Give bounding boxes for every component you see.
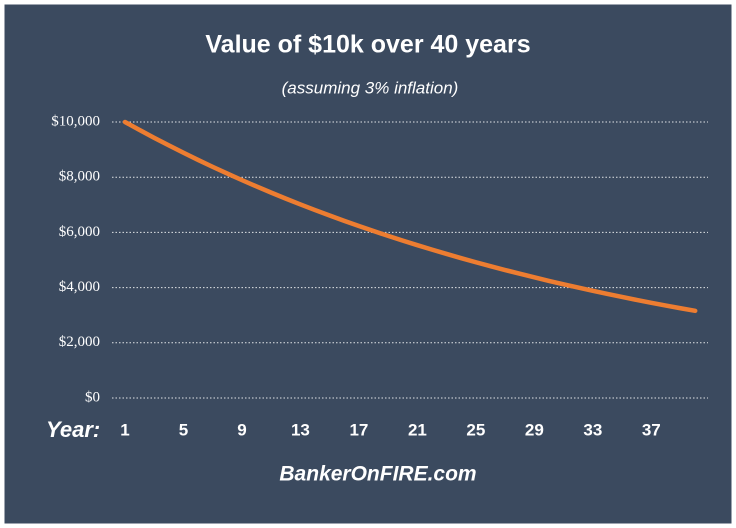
x-tick-label: 29 xyxy=(525,420,544,439)
data-line xyxy=(122,119,698,314)
x-tick-label: 33 xyxy=(583,420,602,439)
x-tick-label: 13 xyxy=(291,420,310,439)
y-tick-label: $2,000 xyxy=(59,334,100,350)
source: BankerOnFIRE.com xyxy=(279,463,476,486)
chart-subtitle: (assuming 3% inflation) xyxy=(282,78,459,97)
x-tick-label: 25 xyxy=(466,420,485,439)
y-tick-label: $10,000 xyxy=(51,113,100,129)
x-tick-label: 21 xyxy=(408,420,427,439)
x-tick-label: 1 xyxy=(120,420,129,439)
y-tick-label: $6,000 xyxy=(59,224,100,240)
x-tick-label: 37 xyxy=(642,420,661,439)
x-tick-label: 9 xyxy=(237,420,246,439)
chart-background xyxy=(3,3,733,525)
y-tick-label: $0 xyxy=(85,389,100,405)
x-tick-label: 17 xyxy=(349,420,368,439)
y-tick-label: $4,000 xyxy=(59,279,100,295)
x-axis-label: Year: xyxy=(46,417,100,442)
chart-title: Value of $10k over 40 years xyxy=(205,31,530,59)
x-tick-label: 5 xyxy=(179,420,188,439)
y-tick-label: $8,000 xyxy=(59,169,100,185)
